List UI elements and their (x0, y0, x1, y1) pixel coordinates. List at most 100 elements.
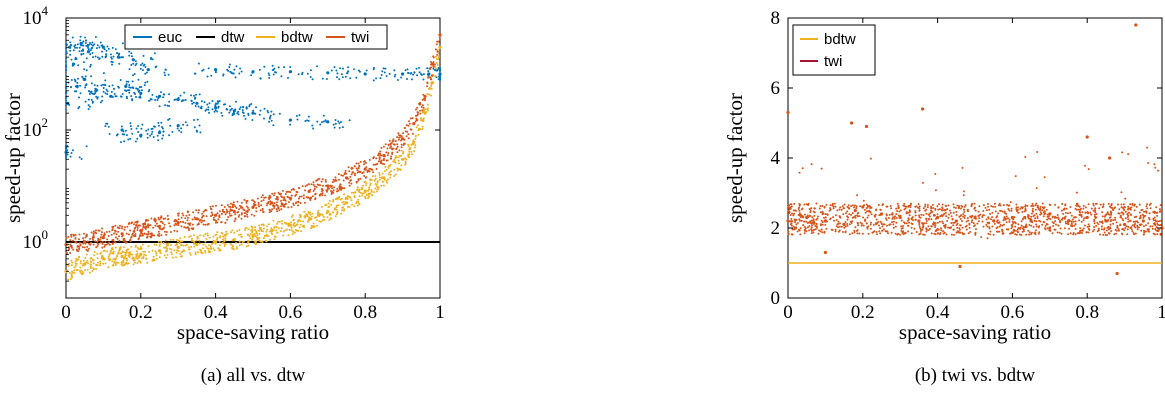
series-bdtw-cloud-point (307, 212, 310, 215)
series-twi-cloud-point (1070, 214, 1073, 217)
series-twi-cloud-point (103, 245, 106, 248)
series-twi-cloud-point (1123, 229, 1126, 232)
series-bdtw-cloud-point (423, 110, 426, 112)
series-twi-cloud-point (1101, 211, 1104, 214)
series-twi-cloud-point (787, 233, 790, 236)
series-twi-cloud-point (1057, 216, 1060, 219)
series-twi-cloud-point (1106, 234, 1109, 236)
series-bdtw-cloud-point (420, 117, 423, 120)
series-twi-cloud-point (347, 166, 350, 169)
series-euc-cloud-point (94, 55, 97, 58)
series-bdtw-cloud-point (250, 225, 253, 228)
series-twi-cloud-point (101, 240, 104, 243)
series-bdtw-cloud-point (321, 213, 324, 216)
series-bdtw-cloud-point (263, 237, 265, 240)
series-euc-cloud-point (263, 117, 265, 120)
series-bdtw-cloud-point (236, 230, 239, 233)
series-twi-cloud-point (924, 209, 927, 212)
series-bdtw-cloud-point (183, 236, 186, 238)
series-twi-cloud-point (245, 210, 248, 213)
series-twi-cloud-point (892, 223, 895, 226)
series-twi-cloud-point (110, 233, 113, 236)
series-bdtw-cloud-point (177, 250, 180, 252)
series-twi-cloud-point (1010, 224, 1013, 227)
series-twi-cloud-point (879, 220, 882, 223)
series-twi-cloud-point (378, 157, 381, 160)
series-bdtw-cloud-point (71, 276, 74, 279)
series-twi-cloud-point (89, 237, 91, 240)
series-twi-cloud-point (386, 147, 389, 150)
series-twi-cloud-point (1061, 202, 1064, 205)
series-twi-cloud-point (1133, 204, 1136, 207)
series-euc-cloud-point (87, 104, 90, 107)
series-twi-cloud-point (918, 225, 921, 228)
series-twi-cloud-point (909, 204, 912, 207)
series-twi-cloud-point (846, 218, 849, 221)
series-bdtw-cloud-point (359, 191, 362, 194)
series-euc-cloud-point (268, 120, 271, 123)
series-twi-point (1010, 215, 1015, 220)
series-euc-cloud-point (78, 50, 81, 53)
series-twi-cloud-point (273, 192, 276, 195)
series-twi-cloud-point (1064, 203, 1067, 206)
series-twi-cloud-point (978, 214, 981, 217)
series-twi-point (1108, 156, 1112, 160)
series-bdtw-cloud-point (438, 46, 441, 49)
series-twi-cloud-point (177, 212, 179, 215)
series-bdtw-cloud-point (398, 168, 401, 171)
series-twi-cloud-point (1071, 218, 1074, 221)
series-euc-cloud-point (349, 77, 352, 80)
series-twi-cloud-point (215, 219, 218, 222)
series-twi-cloud-point (815, 202, 818, 205)
series-euc-cloud-point (65, 52, 68, 55)
series-bdtw-cloud-point (136, 250, 138, 253)
series-twi-cloud-point (986, 221, 989, 224)
y-tick-label: 102 (23, 115, 49, 141)
series-twi-cloud-point (791, 212, 794, 215)
series-twi-cloud-point (975, 228, 977, 231)
series-bdtw-cloud-point (116, 261, 119, 264)
series-twi-cloud-point (1136, 224, 1139, 227)
series-bdtw-cloud-point (218, 240, 221, 243)
y-tick-label: 100 (23, 227, 49, 253)
series-twi-cloud-point (1140, 229, 1143, 232)
series-bdtw-cloud-point (426, 92, 429, 95)
series-euc-cloud-point (157, 96, 160, 99)
series-twi-cloud-point (123, 228, 126, 231)
series-twi-cloud-point (198, 219, 201, 222)
series-twi-cloud-point (895, 213, 898, 216)
series-twi-cloud-point (324, 194, 326, 197)
series-twi-cloud-point (201, 212, 204, 215)
series-twi-cloud-point (95, 229, 97, 232)
series-bdtw-cloud-point (389, 163, 392, 166)
series-bdtw-cloud-point (170, 248, 173, 251)
series-euc-cloud-point (158, 130, 161, 133)
series-bdtw-cloud-point (114, 262, 117, 265)
series-bdtw-cloud-point (299, 223, 302, 226)
series-twi-cloud-point (1061, 209, 1063, 212)
series-twi-cloud-point (320, 180, 323, 183)
series-twi-cloud-point (225, 208, 228, 211)
series-twi-cloud-point (866, 206, 869, 208)
series-euc-cloud-point (228, 111, 231, 114)
series-euc-cloud-point (146, 80, 149, 83)
series-twi-cloud-point (992, 233, 995, 236)
series-twi-cloud-point (1059, 219, 1061, 222)
series-euc-cloud-point (271, 64, 274, 67)
chart-a-legend-label-bdtw: bdtw (281, 29, 313, 46)
series-euc-cloud-point (324, 119, 327, 122)
series-twi-cloud-point (809, 211, 812, 214)
series-euc-cloud-point (134, 64, 137, 67)
series-euc-cloud-point (198, 124, 201, 127)
series-bdtw-cloud-point (408, 148, 411, 151)
series-bdtw-cloud-point (134, 245, 137, 248)
series-twi-cloud-point (309, 197, 311, 199)
series-euc-point (401, 72, 405, 76)
series-euc-cloud-point (128, 91, 131, 94)
series-euc-cloud-point (319, 123, 322, 126)
series-euc-cloud-point (101, 95, 104, 98)
series-twi-cloud-point (896, 210, 899, 212)
series-twi-cloud-point (969, 215, 972, 218)
series-euc-cloud-point (322, 114, 325, 117)
series-bdtw-cloud-point (313, 225, 316, 228)
